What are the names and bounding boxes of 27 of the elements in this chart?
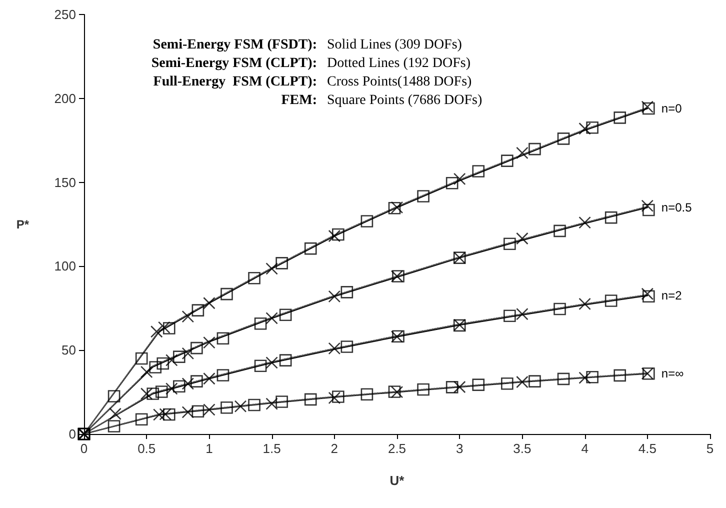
annotation: Semi-Energy FSM (FSDT): Solid Lines (309 DOFs) — [152, 38, 462, 52]
y-tick-label: 100 — [54, 258, 76, 274]
y-tick-label: 0 — [68, 426, 76, 442]
x-tick-label: 1 — [206, 441, 213, 456]
series-label: n=0.5 — [661, 200, 692, 214]
y-tick-label: 50 — [62, 342, 76, 358]
y-tick-label: 250 — [54, 7, 76, 22]
annotation: Semi-Energy FSM (CLPT): Dotted Lines (192 DOFs) — [151, 56, 471, 71]
x-tick-label: 2 — [330, 441, 338, 456]
x-tick-label: 0.5 — [138, 441, 156, 456]
x-tick-label: 1.5 — [262, 441, 281, 456]
x-axis-title: U* — [390, 473, 406, 488]
x-tick-label: 2.5 — [388, 441, 406, 456]
x-tick-label: 3 — [456, 441, 464, 456]
x-tick-label: 5 — [706, 441, 714, 456]
series-label: n=0 — [661, 101, 682, 116]
y-tick-label: 150 — [54, 174, 76, 190]
annotation: FEM: Square Points (7686 DOFs) — [281, 93, 483, 108]
y-axis-title: P* — [16, 217, 30, 232]
series-label: n=∞ — [661, 366, 684, 381]
x-tick-label: 4 — [581, 441, 588, 456]
y-tick-label: 200 — [54, 90, 76, 106]
series-label: n=2 — [661, 288, 682, 303]
x-tick-label: 0 — [80, 441, 88, 456]
x-tick-label: 4.5 — [638, 441, 656, 456]
annotation: Full-Energy FSM (CLPT): Cross Points(1488 DOFs) — [153, 74, 472, 90]
x-tick-label: 3.5 — [513, 441, 532, 456]
